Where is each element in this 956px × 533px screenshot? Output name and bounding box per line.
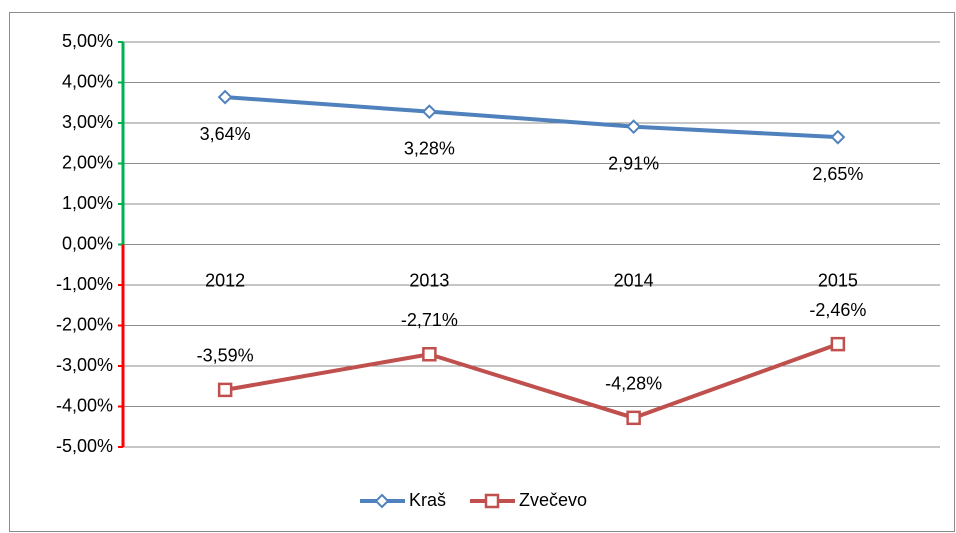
data-point	[830, 129, 846, 145]
y-tick-label: 0,00%	[62, 233, 113, 253]
data-label: -2,71%	[401, 310, 458, 330]
legend-marker	[484, 493, 500, 509]
data-point	[422, 347, 437, 362]
y-tick-label: 5,00%	[62, 31, 113, 51]
data-label: 2,65%	[812, 164, 863, 184]
data-point	[421, 104, 437, 120]
data-point	[830, 336, 846, 352]
x-tick-label: 2014	[614, 270, 654, 290]
data-point	[217, 89, 233, 105]
series-line	[224, 342, 839, 420]
data-point	[217, 382, 233, 398]
y-tick-label: -4,00%	[56, 395, 113, 415]
x-tick-label: 2015	[818, 270, 858, 290]
data-label: -3,59%	[197, 346, 254, 366]
y-tick-label: 1,00%	[62, 193, 113, 213]
y-tick-label: -5,00%	[56, 436, 113, 456]
data-label: 2,91%	[608, 153, 659, 173]
y-tick-label: -3,00%	[56, 355, 113, 375]
data-point	[626, 410, 641, 426]
series-line	[224, 95, 838, 140]
data-label: -2,46%	[809, 300, 866, 320]
data-label: 3,28%	[404, 138, 455, 158]
legend-label: Zvečevo	[519, 490, 587, 510]
data-point	[626, 119, 642, 135]
x-tick-label: 2013	[409, 270, 449, 290]
y-tick-label: -2,00%	[56, 314, 113, 334]
legend-label: Kraš	[409, 490, 446, 510]
y-tick-label: 3,00%	[62, 112, 113, 132]
legend-marker	[374, 493, 390, 509]
data-label: -4,28%	[605, 374, 662, 394]
data-label: 3,64%	[200, 124, 251, 144]
y-tick-label: -1,00%	[56, 274, 113, 294]
chart-border	[9, 12, 955, 532]
x-tick-label: 2012	[205, 270, 245, 290]
y-tick-label: 4,00%	[62, 71, 113, 91]
y-tick-label: 2,00%	[62, 152, 113, 172]
